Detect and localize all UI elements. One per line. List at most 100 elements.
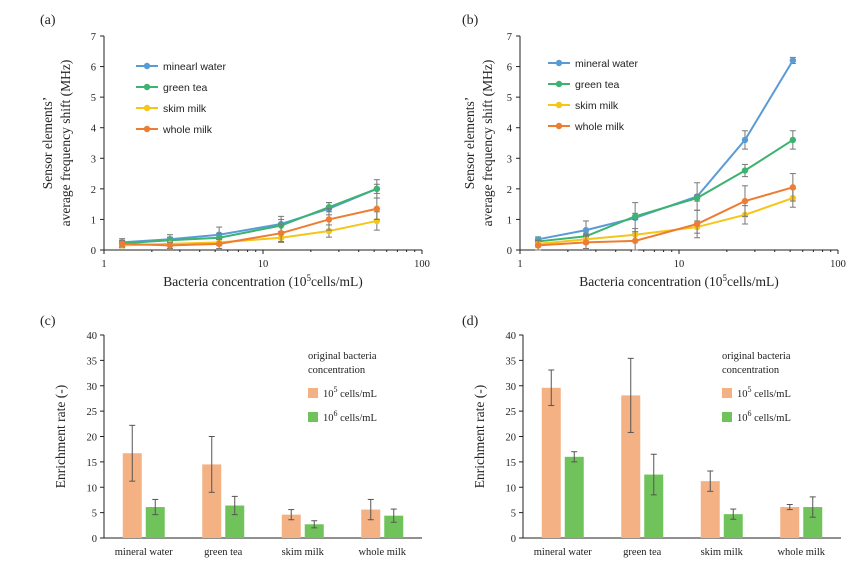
category-label: whole milk	[358, 547, 406, 558]
chart-c: 0 5 10 15 20 25 30 35 40 mineral water green tea sk…	[53, 331, 422, 558]
legend-marker	[143, 125, 151, 133]
legend-label: whole milk	[574, 121, 625, 133]
panel-label-d: (d)	[462, 314, 479, 329]
category-label: mineral water	[534, 547, 593, 558]
legend-swatch	[308, 388, 318, 398]
legend-label: green tea	[575, 79, 620, 91]
bar	[621, 395, 641, 538]
series-line	[122, 207, 378, 247]
y-tick-label: 25	[506, 407, 517, 418]
bar	[225, 505, 245, 538]
data-point	[741, 136, 749, 144]
x-tick-label: 1	[517, 259, 522, 270]
data-point	[373, 185, 381, 193]
bar	[202, 464, 222, 538]
y-tick-label: 1	[507, 215, 512, 226]
legend-title-line1: original bacteria	[722, 351, 791, 362]
y-tick-label: 5	[91, 93, 96, 104]
x-axis-label: Bacteria concentration (105cells/mL)	[579, 273, 778, 289]
y-tick-label: 6	[91, 63, 96, 74]
data-point	[118, 240, 126, 248]
bar	[145, 507, 165, 538]
y-axis-label-line1: Sensor elements’	[462, 97, 477, 190]
series-line	[122, 187, 378, 245]
legend-marker	[555, 101, 563, 109]
data-point	[693, 220, 701, 228]
bar	[644, 474, 664, 538]
data-point	[373, 205, 381, 212]
data-point	[166, 242, 174, 249]
data-point	[534, 242, 542, 249]
y-tick-label: 40	[506, 331, 517, 342]
y-tick-label: 15	[87, 458, 98, 469]
y-tick-label: 20	[87, 433, 98, 444]
category-label: green tea	[623, 547, 662, 558]
legend-marker	[143, 83, 151, 91]
bar	[541, 387, 561, 538]
legend-swatch	[308, 412, 318, 422]
series-line	[538, 186, 794, 247]
bar	[384, 515, 404, 538]
legend-label: minearl water	[163, 61, 227, 73]
x-tick-label: 100	[414, 259, 430, 270]
data-point	[631, 213, 639, 220]
y-tick-label: 2	[91, 185, 96, 196]
data-point	[277, 229, 285, 237]
y-tick-label: 30	[87, 382, 98, 393]
bar	[780, 507, 800, 538]
bar	[281, 514, 301, 538]
series-line	[122, 187, 378, 244]
x-tick-label: 10	[674, 259, 685, 270]
legend-label: skim milk	[163, 103, 207, 115]
y-axis-label: Enrichment rate (-)	[472, 385, 487, 488]
legend-label: 105 cells/mL	[323, 385, 377, 400]
y-tick-label: 5	[92, 509, 97, 520]
y-tick-label: 5	[511, 509, 516, 520]
legend-marker	[143, 104, 151, 112]
bar	[361, 509, 381, 538]
data-point	[582, 226, 590, 234]
y-axis-label-line1: Sensor elements’	[40, 97, 55, 190]
bar	[700, 481, 720, 538]
legend-marker	[555, 59, 563, 67]
y-tick-label: 3	[507, 154, 512, 165]
data-point	[631, 237, 639, 245]
data-point	[789, 57, 797, 64]
bar	[564, 456, 584, 538]
y-tick-label: 0	[92, 534, 97, 545]
y-tick-label: 0	[91, 246, 96, 257]
data-point	[325, 216, 333, 223]
category-label: green tea	[204, 547, 243, 558]
y-tick-label: 2	[507, 185, 512, 196]
y-tick-label: 0	[507, 246, 512, 257]
legend-marker	[555, 80, 563, 88]
y-tick-label: 35	[506, 356, 517, 367]
bar	[122, 453, 142, 538]
legend-swatch	[722, 412, 732, 422]
bar	[304, 524, 324, 538]
legend-label: 105 cells/mL	[737, 385, 791, 400]
legend-label: 106 cells/mL	[323, 409, 377, 424]
y-tick-label: 30	[506, 382, 517, 393]
legend-title-line2: concentration	[308, 365, 366, 376]
chart-d: 0 5 10 15 20 25 30 35 40 mineral water green tea sk…	[472, 331, 841, 558]
category-label: mineral water	[115, 547, 174, 558]
x-tick-label: 10	[258, 259, 269, 270]
legend-swatch	[722, 388, 732, 398]
category-label: whole milk	[777, 547, 825, 558]
y-axis-label-line2: average frequency shift (MHz)	[480, 60, 495, 227]
legend-marker	[143, 62, 151, 70]
y-tick-label: 1	[91, 215, 96, 226]
category-label: skim milk	[701, 547, 744, 558]
y-tick-label: 10	[87, 483, 98, 494]
series-line	[538, 139, 794, 243]
x-tick-label: 1	[101, 259, 106, 270]
legend-label: skim milk	[575, 100, 619, 112]
panel-label-a: (a)	[40, 13, 56, 28]
panel-label-b: (b)	[462, 13, 479, 28]
data-point	[741, 197, 749, 205]
data-point	[693, 194, 701, 202]
